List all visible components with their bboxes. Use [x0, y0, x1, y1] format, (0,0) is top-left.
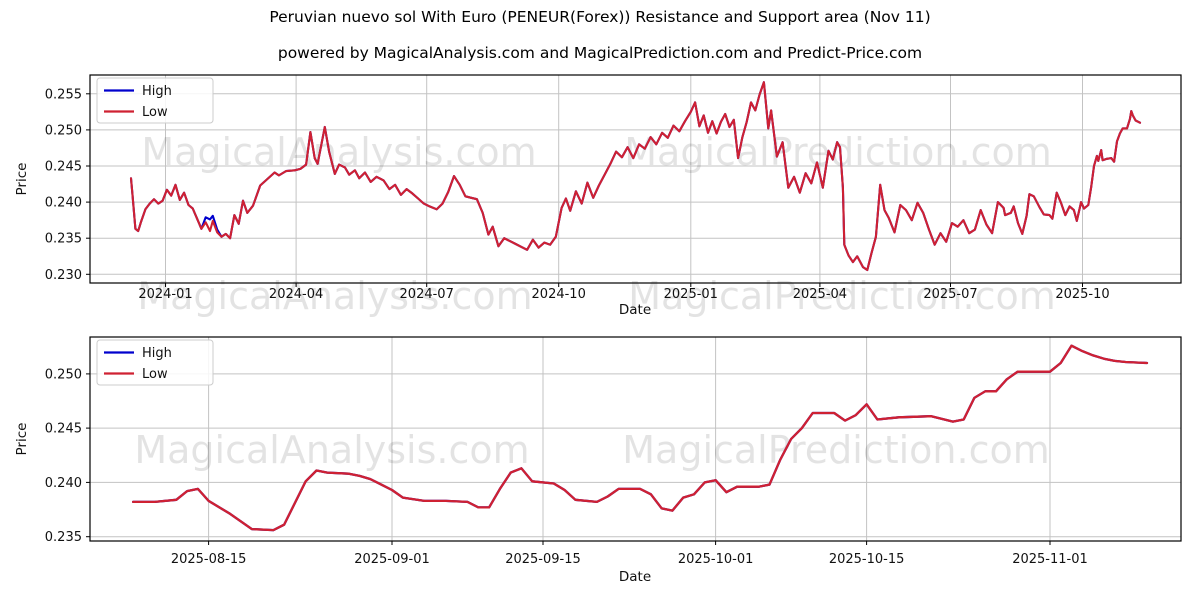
x-tick-label: 2025-10-15	[829, 552, 905, 567]
watermark-text: MagicalAnalysis.com	[134, 428, 529, 472]
x-axis-label: Date	[619, 569, 651, 585]
high-line	[129, 81, 1142, 272]
y-tick-label: 0.240	[45, 196, 82, 211]
y-tick-label: 0.235	[45, 530, 82, 545]
legend-label-high: High	[142, 84, 172, 99]
x-tick-label: 2025-04	[793, 287, 847, 302]
x-axis-label: Date	[619, 302, 651, 318]
watermark-text: MagicalAnalysis.com	[137, 274, 532, 318]
x-tick-label: 2025-09-15	[505, 552, 581, 567]
y-axis-label: Price	[14, 423, 30, 456]
y-tick-label: 0.245	[45, 422, 82, 437]
low-line	[131, 344, 1149, 532]
y-tick-label: 0.250	[45, 123, 82, 138]
bottom-chart: MagicalAnalysis.com MagicalPrediction.com…	[14, 336, 1182, 585]
x-tick-label: 2024-04	[269, 287, 323, 302]
y-tick-label: 0.250	[45, 367, 82, 382]
x-tick-label: 2025-11-01	[1012, 552, 1088, 567]
x-tick-label: 2024-01	[138, 287, 192, 302]
legend-label-low: Low	[142, 105, 168, 120]
watermark-text: MagicalPrediction.com	[628, 274, 1056, 318]
top-chart: MagicalAnalysis.com MagicalPrediction.com…	[14, 74, 1182, 318]
legend-label-high: High	[142, 346, 172, 361]
y-axis-label: Price	[14, 163, 30, 196]
y-tick-label: 0.245	[45, 160, 82, 175]
legend-label-low: Low	[142, 367, 168, 382]
y-tick-label: 0.255	[45, 87, 82, 102]
x-tick-label: 2025-10	[1055, 287, 1109, 302]
y-tick-label: 0.230	[45, 268, 82, 283]
x-tick-label: 2025-10-01	[678, 552, 754, 567]
x-tick-label: 2025-08-15	[171, 552, 247, 567]
watermark-text: MagicalAnalysis.com	[141, 130, 536, 174]
y-tick-label: 0.240	[45, 476, 82, 491]
x-tick-label: 2024-10	[532, 287, 586, 302]
axes-spines	[89, 74, 1182, 284]
figure-subtitle: powered by MagicalAnalysis.com and Magic…	[277, 44, 923, 62]
axes-spines	[89, 336, 1182, 542]
figure-title: Peruvian nuevo sol With Euro (PENEUR(For…	[269, 8, 931, 26]
watermark-text: MagicalPrediction.com	[624, 130, 1052, 174]
y-tick-label: 0.235	[45, 232, 82, 247]
low-line	[129, 81, 1142, 272]
x-tick-label: 2025-07	[923, 287, 977, 302]
x-tick-label: 2025-01	[664, 287, 718, 302]
watermark-text: MagicalPrediction.com	[622, 428, 1050, 472]
x-tick-label: 2025-09-01	[354, 552, 430, 567]
x-tick-label: 2024-07	[400, 287, 454, 302]
